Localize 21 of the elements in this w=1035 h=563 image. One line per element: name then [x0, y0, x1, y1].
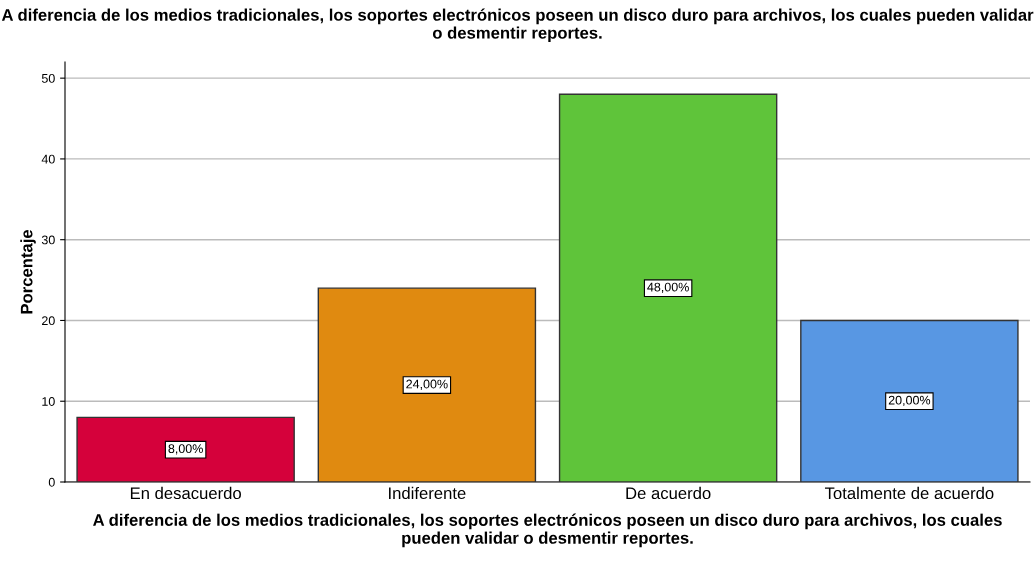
- y-tick-label: 40: [41, 154, 55, 164]
- y-tick-label: 0: [48, 477, 55, 487]
- bar: [558, 93, 778, 482]
- y-tick-label: 20: [42, 316, 55, 326]
- bar: [317, 287, 537, 482]
- chart-title: A diferencia de los medios tradicionales, los soportes electrónicos poseen un disco duro para archivos, los cuales pueden validar o desmentir reportes.: [1, 8, 1034, 43]
- x-axis-title: A diferencia de los medios tradicionales, los soportes electrónicos poseen un disco duro para archivos, los cuales pueden validar o desmentir reportes.: [93, 513, 1002, 548]
- bar: [76, 416, 295, 482]
- y-tick-label: 30: [41, 235, 55, 245]
- y-tick-label: 10: [42, 397, 55, 406]
- data-label: 48,00%: [647, 282, 689, 293]
- data-label: 24,00%: [406, 379, 448, 390]
- y-axis-title: Porcentaje: [20, 229, 36, 314]
- y-tick-label: 50: [41, 73, 55, 83]
- x-tick-label: De acuerdo: [626, 486, 711, 500]
- data-label: 20,00%: [888, 395, 931, 407]
- bar: [800, 319, 1019, 482]
- data-label: 8,00%: [168, 444, 203, 455]
- x-tick-label: Totalmente de acuerdo: [824, 486, 994, 500]
- x-tick-label: En desacuerdo: [130, 486, 241, 500]
- x-tick-label: Indiferente: [389, 486, 466, 500]
